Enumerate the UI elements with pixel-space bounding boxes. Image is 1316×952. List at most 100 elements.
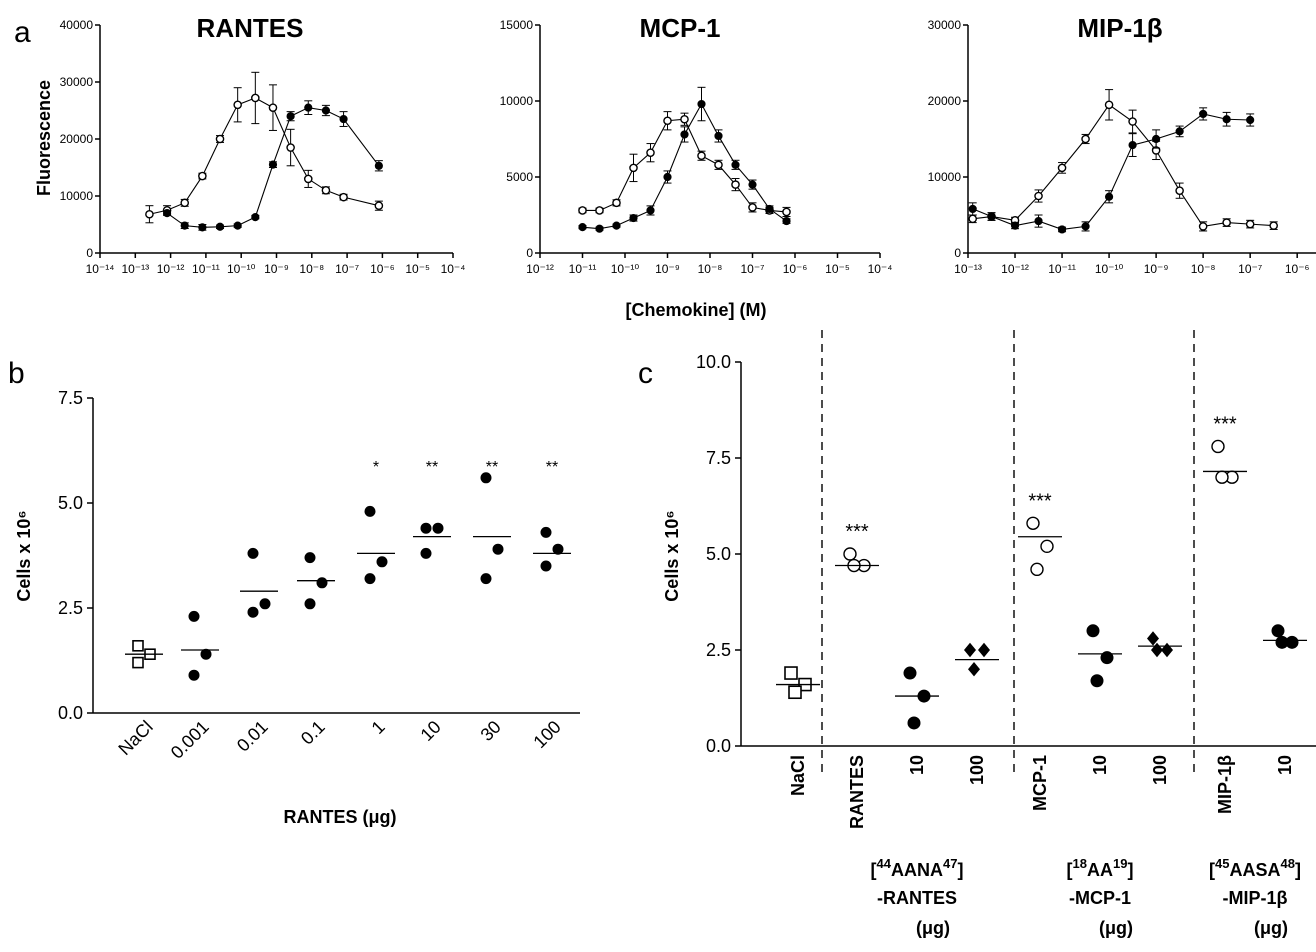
data-point [162, 209, 172, 218]
data-point [233, 100, 242, 110]
y-tick-label: 30000 [60, 75, 94, 89]
data-point [907, 716, 921, 730]
data-point [680, 130, 689, 139]
data-point [233, 221, 242, 230]
y-tick-label: 5.0 [58, 493, 83, 513]
category-label: 10 [1090, 755, 1110, 775]
category-label: 0.01 [233, 717, 272, 756]
x-tick-label: 10⁻¹⁴ [86, 262, 115, 276]
data-point [748, 203, 757, 212]
y-tick-label: 10000 [60, 189, 94, 203]
data-point [731, 160, 740, 169]
data-point [714, 131, 723, 141]
group-label-line1: [45AASA48] [1209, 856, 1301, 880]
data-point [552, 543, 564, 555]
shared-x-axis-label: [Chemokine] (M) [626, 300, 767, 320]
y-tick-label: 15000 [500, 18, 534, 32]
y-tick-label: 40000 [60, 18, 94, 32]
x-tick-label: 10⁻⁶ [370, 262, 395, 276]
data-point [968, 662, 980, 677]
x-tick-label: 10⁻¹⁰ [611, 262, 640, 276]
category-label: 0.001 [167, 717, 213, 763]
data-point [1104, 192, 1114, 201]
x-tick-label: 10⁻⁹ [264, 262, 289, 276]
data-point [180, 198, 190, 208]
data-point [286, 112, 295, 121]
chart-title: MCP-1 [640, 13, 721, 43]
data-point [251, 93, 260, 103]
group-label-segment: [ [871, 860, 877, 880]
data-point [1222, 218, 1231, 227]
data-point [1245, 219, 1255, 229]
data-point [578, 223, 587, 232]
category-label: 100 [1150, 755, 1170, 785]
y-tick-label: 20000 [928, 94, 962, 108]
data-point [376, 556, 388, 568]
data-point [1034, 216, 1043, 226]
data-point [748, 180, 757, 189]
y-axis-label: Cells x 10⁶ [662, 510, 682, 601]
x-tick-label: 10⁻¹² [157, 262, 185, 276]
group-label-line3: (μg) [1254, 918, 1288, 938]
group-label-segment: 47 [943, 856, 957, 871]
category-label: 10 [417, 717, 445, 745]
data-point [612, 221, 621, 230]
x-tick-label: 10⁻¹¹ [1048, 262, 1076, 276]
chart-rantes-cell-recruitment: 0.0 2.5 5.0 7.5 Cells x 10⁶ RANTES (μg) NaCl 0.… [14, 388, 580, 827]
data-point [1090, 674, 1104, 688]
y-tick-label: 2.5 [706, 640, 731, 660]
category-label: 100 [529, 717, 564, 752]
data-point [251, 212, 260, 222]
group-label-segment: [ [1209, 860, 1215, 880]
data-point [420, 522, 432, 534]
data-point [1026, 516, 1040, 530]
data-point [1100, 651, 1114, 665]
data-point [697, 151, 706, 161]
x-tick-label: 10⁻⁹ [1144, 262, 1169, 276]
data-point [595, 206, 604, 215]
y-tick-label: 10.0 [696, 352, 731, 372]
x-tick-label: 10⁻⁶ [783, 262, 808, 276]
data-point [1222, 115, 1231, 124]
chart-mcp1-dose-response: MCP-1 0 5000 10000 15000 10⁻¹² 10⁻¹¹ 10⁻¹⁰ 10⁻⁹ 1… [500, 13, 893, 276]
x-tick-label: 10⁻⁶ [1285, 262, 1310, 276]
data-point [680, 114, 689, 124]
x-tick-label: 10⁻¹³ [954, 262, 982, 276]
data-point [480, 472, 492, 484]
y-axis-label: Cells x 10⁶ [14, 510, 34, 601]
data-point [198, 171, 207, 181]
y-tick-label: 5.0 [706, 544, 731, 564]
data-point [374, 201, 384, 210]
x-tick-label: 10⁻⁵ [405, 262, 430, 276]
y-tick-label: 0.0 [706, 736, 731, 756]
data-point [646, 148, 655, 157]
data-point [1010, 221, 1020, 230]
chart-title: RANTES [197, 13, 304, 43]
data-point [714, 160, 723, 170]
data-point [1152, 134, 1161, 144]
chart-rantes-dose-response: RANTES Fluorescence 0 10000 20000 30000 40000 1… [34, 13, 465, 276]
x-tick-label: 10⁻⁵ [825, 262, 850, 276]
data-point [374, 161, 383, 170]
x-tick-label: 10⁻¹⁰ [227, 262, 256, 276]
group-label-line2: -MIP-1β [1223, 888, 1288, 908]
y-axis-label: Fluorescence [34, 80, 54, 196]
y-tick-label: 5000 [506, 170, 533, 184]
data-point [663, 116, 672, 126]
data-point [259, 598, 271, 610]
data-point [1199, 109, 1208, 119]
y-tick-label: 7.5 [706, 448, 731, 468]
x-tick-label: 10⁻⁸ [698, 262, 723, 276]
data-point [784, 666, 798, 680]
data-point [132, 656, 144, 669]
group-label-line3: (μg) [916, 918, 950, 938]
data-point [964, 642, 976, 658]
x-tick-label: 10⁻⁷ [335, 262, 359, 276]
category-label: 1 [368, 717, 389, 738]
y-tick-label: 30000 [928, 18, 962, 32]
data-point [843, 547, 857, 561]
significance-marker: *** [1213, 413, 1237, 435]
data-point [145, 209, 154, 219]
group-label-segment: AA [1087, 860, 1113, 880]
x-tick-label: 10⁻⁴ [441, 262, 466, 276]
